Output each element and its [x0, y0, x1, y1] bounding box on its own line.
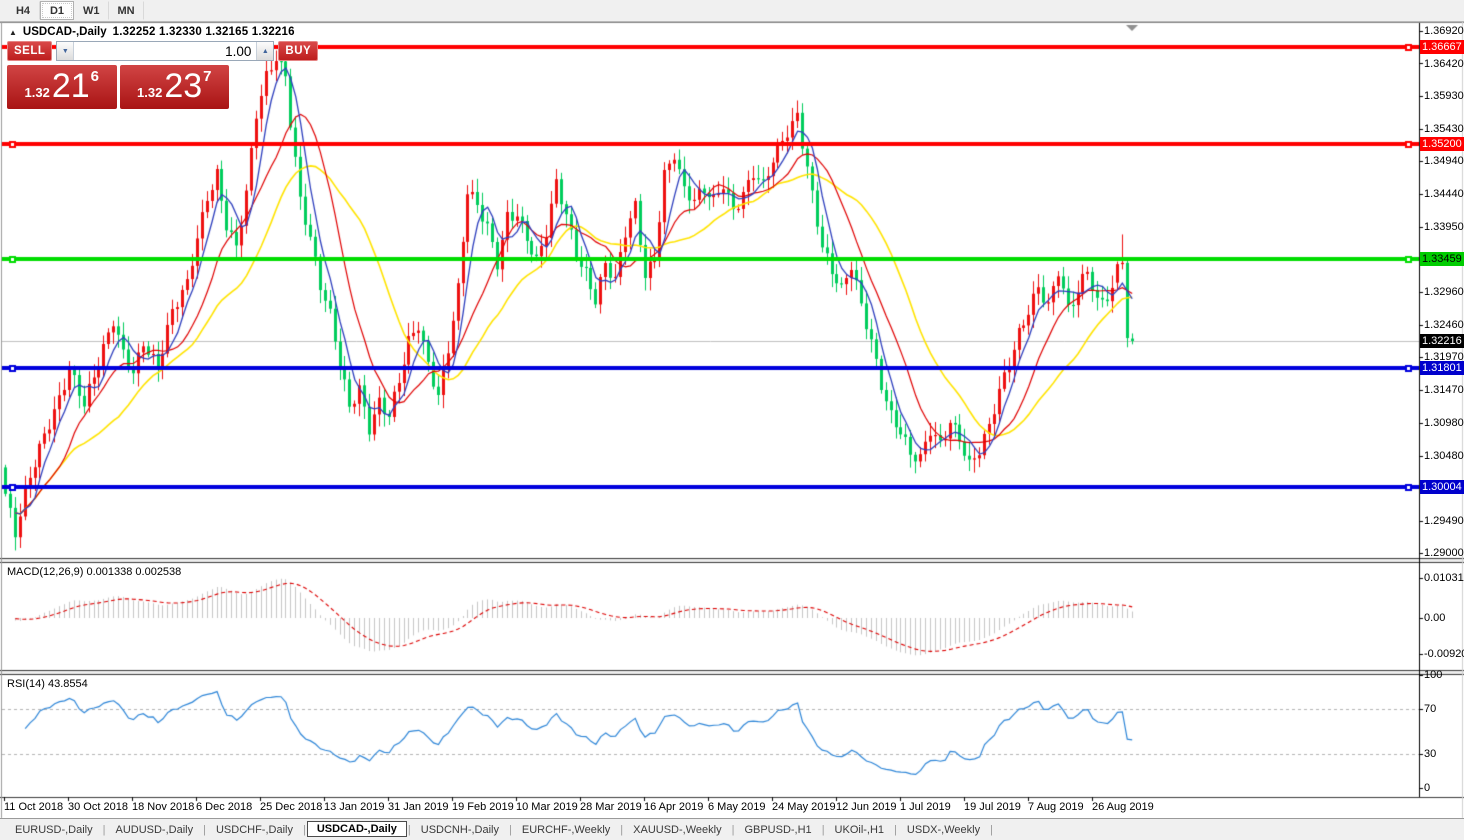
- chart-tabs: EURUSD-,Daily | AUDUSD-,Daily | USDCHF-,Dail…: [0, 818, 1464, 840]
- timeframe-button-mn[interactable]: MN: [109, 1, 144, 20]
- volume-input[interactable]: [74, 42, 257, 60]
- tab-xauusd-weekly[interactable]: XAUUSD-,Weekly: [633, 823, 722, 836]
- tab-eurchf-weekly[interactable]: EURCHF-,Weekly: [521, 823, 611, 836]
- tab-usdcad-daily[interactable]: USDCAD-,Daily: [306, 820, 407, 837]
- sell-button[interactable]: SELL: [7, 41, 53, 61]
- timeframe-toolbar: H4 D1 W1 MN: [0, 0, 1464, 22]
- chevron-up-icon: ▲: [261, 47, 269, 55]
- tab-gbpusd-h1[interactable]: GBPUSD-,H1: [744, 823, 812, 836]
- timeframe-button-h4[interactable]: H4: [6, 1, 40, 20]
- rsi-label: RSI(14) 43.8554: [7, 678, 88, 690]
- chart-title: ▲ USDCAD-,Daily 1.32252 1.32330 1.32165 …: [9, 26, 295, 38]
- timeframe-button-d1[interactable]: D1: [40, 1, 74, 20]
- sell-price-sup: 6: [90, 68, 99, 85]
- buy-price-big: 23: [164, 67, 203, 105]
- sell-price-box[interactable]: 1.32 21 6: [7, 65, 117, 109]
- buy-button[interactable]: BUY: [278, 41, 319, 61]
- tab-separator: |: [894, 823, 897, 836]
- tab-eurusd-daily[interactable]: EURUSD-,Daily: [15, 823, 93, 836]
- chart-ohlc-values: 1.32252 1.32330 1.32165 1.32216: [112, 26, 295, 38]
- tab-separator: |: [102, 823, 106, 836]
- tab-audusd-daily[interactable]: AUDUSD-,Daily: [115, 823, 194, 836]
- tab-usdcnh-daily[interactable]: USDCNH-,Daily: [420, 823, 499, 836]
- tab-separator: |: [821, 823, 825, 836]
- macd-label: MACD(12,26,9) 0.001338 0.002538: [7, 566, 182, 578]
- chevron-down-icon: ▼: [61, 47, 69, 55]
- tab-usdx-weekly[interactable]: USDX-,Weekly: [906, 823, 981, 836]
- volume-decrease-button[interactable]: ▼: [57, 42, 75, 60]
- chart-symbol-label: USDCAD-,Daily: [22, 26, 107, 38]
- collapse-arrow-icon[interactable]: ▲: [9, 27, 17, 37]
- volume-increase-button[interactable]: ▲: [256, 42, 274, 60]
- timeframe-button-w1[interactable]: W1: [74, 1, 109, 20]
- tab-separator: |: [731, 823, 735, 836]
- buy-price-prefix: 1.32: [137, 85, 163, 100]
- volume-spinner: ▼ ▲: [56, 41, 275, 61]
- buy-price-box[interactable]: 1.32 23 7: [119, 65, 229, 109]
- tab-separator: |: [990, 823, 993, 836]
- sell-price-big: 21: [51, 67, 90, 105]
- sell-price-prefix: 1.32: [24, 85, 50, 100]
- buy-price-sup: 7: [203, 68, 212, 85]
- tab-usdchf-daily[interactable]: USDCHF-,Daily: [215, 823, 293, 836]
- tab-separator: |: [302, 823, 306, 836]
- tab-separator: |: [509, 823, 512, 836]
- tab-separator: |: [203, 823, 206, 836]
- tab-separator: |: [407, 823, 411, 836]
- tab-separator: |: [620, 823, 624, 836]
- tab-ukoil-h1[interactable]: UKOil-,H1: [834, 823, 885, 836]
